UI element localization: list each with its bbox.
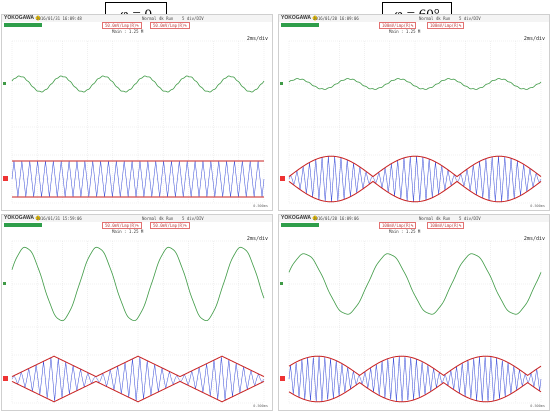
time-per-div: 2ms/div xyxy=(523,36,545,42)
channel-indicator[interactable] xyxy=(281,23,319,27)
range-box-2[interactable]: 100mV/Lmp(R)% xyxy=(427,222,465,229)
blue-carrier-trace xyxy=(288,356,542,402)
main-scale: Main : 1.25 M xyxy=(389,29,421,34)
scale-row: Main : 1.25 M xyxy=(279,29,549,35)
channel-marker xyxy=(3,176,8,181)
time-per-div: 2ms/div xyxy=(246,36,268,42)
timestamp: 2016/01/31 16:09:48 xyxy=(36,16,82,21)
range-box-1[interactable]: 50.0mV/Lmp(R)% xyxy=(102,22,142,29)
waveform-plot xyxy=(3,240,265,404)
scope-panel-top-left: YOKOGAWA 2016/01/31 16:09:48 Normal 4k R… xyxy=(1,14,273,211)
yokogawa-logo: YOKOGAWA xyxy=(281,215,318,222)
red-envelope-upper xyxy=(288,355,542,376)
channel-row: 50.0mV/Lmp(R)% 50.0mV/Lmp(R)% xyxy=(2,22,272,29)
time-per-div: 2ms/div xyxy=(246,236,268,242)
channel-marker xyxy=(280,376,285,381)
yokogawa-logo: YOKOGAWA xyxy=(4,215,41,222)
grid xyxy=(11,40,265,204)
run-status: Normal 4k Run xyxy=(419,216,451,221)
run-status: Normal 4k Run xyxy=(142,16,174,21)
channel-marker xyxy=(280,82,283,85)
channel-marker xyxy=(3,282,6,285)
channel-row: 50.0mV/Lmp(R)% 50.0mV/Lmp(R)% xyxy=(2,222,272,229)
range-box-1[interactable]: 100mV/Lmp(R)% xyxy=(379,22,417,29)
red-envelope-lower xyxy=(288,180,542,203)
yokogawa-logo: YOKOGAWA xyxy=(4,15,41,22)
corner-readout: 0.500ms xyxy=(253,404,268,408)
green-trace xyxy=(11,75,265,93)
range-box-1[interactable]: 50.0mV/Lmp(R)% xyxy=(102,222,142,229)
timestamp: 2016/01/31 15:59:06 xyxy=(36,216,82,221)
corner-readout: 0.500ms xyxy=(530,404,545,408)
green-trace xyxy=(11,246,265,322)
channel-marker xyxy=(280,176,285,181)
main-scale: Main : 1.25 M xyxy=(112,29,144,34)
scope-panel-bottom-left: YOKOGAWA 2016/01/31 15:59:06 Normal 4k R… xyxy=(1,214,273,411)
range-box-1[interactable]: 100mV/Lmp(R)% xyxy=(379,222,417,229)
main-scale: Main : 1.25 M xyxy=(112,229,144,234)
scope-header: YOKOGAWA 2016/01/20 16:09:06 Normal 4k R… xyxy=(279,15,549,22)
channel-marker xyxy=(3,82,6,85)
blue-carrier-trace xyxy=(288,156,542,202)
waveform-plot xyxy=(280,240,542,404)
channel-indicator[interactable] xyxy=(4,223,42,227)
red-envelope-lower xyxy=(11,380,265,403)
time-per-div: 2ms/div xyxy=(523,236,545,242)
blue-carrier-trace xyxy=(11,161,265,197)
channel-row: 100mV/Lmp(R)% 100mV/Lmp(R)% xyxy=(279,22,549,29)
waveform-plot xyxy=(280,40,542,204)
channel-indicator[interactable] xyxy=(281,223,319,227)
scale-row: Main : 1.25 M xyxy=(2,29,272,35)
scope-panel-bottom-right: YOKOGAWA 2016/01/20 16:09:06 Normal 4k R… xyxy=(278,214,550,411)
scale-row: Main : 1.25 M xyxy=(2,229,272,235)
yokogawa-logo: YOKOGAWA xyxy=(281,15,318,22)
trigger-setting: 5 div/DIV xyxy=(182,16,204,21)
range-box-2[interactable]: 50.0mV/Lmp(R)% xyxy=(150,22,190,29)
scope-panel-top-right: YOKOGAWA 2016/01/20 16:09:06 Normal 4k R… xyxy=(278,14,550,211)
range-box-2[interactable]: 50.0mV/Lmp(R)% xyxy=(150,222,190,229)
run-status: Normal 4k Run xyxy=(419,16,451,21)
scope-header: YOKOGAWA 2016/01/31 15:59:06 Normal 4k R… xyxy=(2,215,272,222)
range-box-2[interactable]: 100mV/Lmp(R)% xyxy=(427,22,465,29)
channel-marker xyxy=(280,282,283,285)
red-envelope-upper xyxy=(288,155,542,178)
red-envelope-lower xyxy=(288,382,542,403)
waveform-plot xyxy=(3,40,265,204)
scale-row: Main : 1.25 M xyxy=(279,229,549,235)
timestamp: 2016/01/20 16:09:06 xyxy=(313,216,359,221)
green-trace xyxy=(288,253,542,315)
blue-carrier-trace xyxy=(11,356,265,402)
trigger-setting: 5 div/DIV xyxy=(182,216,204,221)
channel-row: 100mV/Lmp(R)% 100mV/Lmp(R)% xyxy=(279,222,549,229)
red-envelope-upper xyxy=(11,355,265,378)
corner-readout: 0.500ms xyxy=(253,204,268,208)
channel-marker xyxy=(3,376,8,381)
green-trace xyxy=(288,78,542,90)
scope-header: YOKOGAWA 2016/01/31 16:09:48 Normal 4k R… xyxy=(2,15,272,22)
channel-indicator[interactable] xyxy=(4,23,42,27)
trigger-setting: 5 div/DIV xyxy=(459,216,481,221)
grid xyxy=(288,40,542,204)
corner-readout: 0.500ms xyxy=(530,204,545,208)
run-status: Normal 4k Run xyxy=(142,216,174,221)
trigger-setting: 5 div/DIV xyxy=(459,16,481,21)
main-scale: Main : 1.25 M xyxy=(389,229,421,234)
timestamp: 2016/01/20 16:09:06 xyxy=(313,16,359,21)
scope-header: YOKOGAWA 2016/01/20 16:09:06 Normal 4k R… xyxy=(279,215,549,222)
